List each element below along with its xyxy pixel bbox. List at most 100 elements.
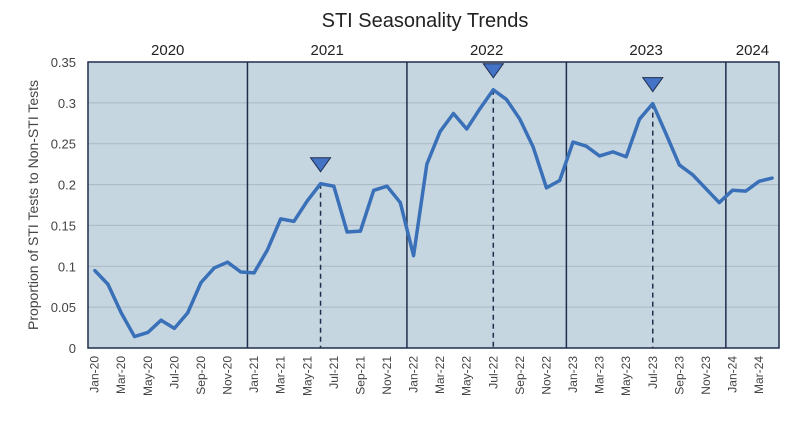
- x-tick-label: Sep-22: [513, 356, 527, 395]
- peak-marker-icon: [641, 77, 664, 93]
- x-tick-label: Jan-22: [407, 356, 421, 393]
- data-point: [704, 187, 708, 191]
- x-tick-label: Jan-23: [566, 356, 580, 393]
- data-point: [558, 178, 562, 182]
- x-tick-label: May-23: [619, 356, 633, 396]
- data-point: [451, 111, 455, 115]
- x-tick-label: Sep-20: [194, 356, 208, 395]
- x-tick-label: Nov-20: [221, 356, 235, 395]
- x-tick-label: Mar-24: [752, 356, 766, 394]
- year-label: 2024: [736, 42, 769, 59]
- data-point: [345, 230, 349, 234]
- data-point: [425, 162, 429, 166]
- x-tick-label: Jul-23: [646, 356, 660, 389]
- data-point: [186, 311, 190, 315]
- peak-marker-icon: [482, 63, 505, 79]
- plot-border: [87, 61, 780, 349]
- x-tick-label: Mar-20: [114, 356, 128, 394]
- data-point: [119, 311, 123, 315]
- x-tick-label: Sep-21: [353, 356, 367, 395]
- data-point: [199, 281, 203, 285]
- data-point: [106, 282, 110, 286]
- y-tick-label: 0.35: [51, 55, 76, 70]
- data-point: [172, 326, 176, 330]
- y-tick-label: 0.15: [51, 218, 76, 233]
- y-tick-label: 0.1: [58, 259, 76, 274]
- data-point: [478, 107, 482, 111]
- data-point: [319, 182, 323, 186]
- data-point: [239, 270, 243, 274]
- chart-title: STI Seasonality Trends: [322, 10, 529, 32]
- plot-background: [88, 62, 779, 348]
- y-tick-label: 0.3: [58, 96, 76, 111]
- data-point: [717, 201, 721, 205]
- data-point: [611, 150, 615, 154]
- data-point: [385, 184, 389, 188]
- data-point: [372, 188, 376, 192]
- data-point: [744, 189, 748, 193]
- data-point: [544, 186, 548, 190]
- data-point: [465, 127, 469, 131]
- data-point: [757, 179, 761, 183]
- data-point: [265, 248, 269, 252]
- data-point: [133, 335, 137, 339]
- data-point: [292, 219, 296, 223]
- data-point: [212, 266, 216, 270]
- data-point: [305, 199, 309, 203]
- data-point: [505, 98, 509, 102]
- data-point: [398, 201, 402, 205]
- data-point: [770, 176, 774, 180]
- x-tick-label: Jul-20: [167, 356, 181, 389]
- year-label: 2022: [470, 42, 503, 59]
- x-tick-label: Nov-22: [539, 356, 553, 395]
- data-point: [730, 188, 734, 192]
- x-tick-label: Sep-23: [672, 356, 686, 395]
- x-tick-label: Jul-22: [486, 356, 500, 389]
- x-tick-label: Jan-21: [247, 356, 261, 393]
- data-point: [279, 217, 283, 221]
- x-tick-label: Mar-21: [274, 356, 288, 394]
- x-tick-label: Mar-22: [433, 356, 447, 394]
- data-point: [664, 132, 668, 136]
- x-tick-label: Jul-21: [327, 356, 341, 389]
- y-axis-label: Proportion of STI Tests to Non-STI Tests: [25, 80, 41, 330]
- x-tick-label: Nov-21: [380, 356, 394, 395]
- x-tick-label: May-21: [300, 356, 314, 396]
- data-point: [518, 117, 522, 121]
- data-point: [677, 163, 681, 167]
- data-point: [624, 155, 628, 159]
- data-point: [651, 102, 655, 106]
- data-point: [146, 330, 150, 334]
- data-point: [412, 254, 416, 258]
- x-tick-label: Mar-23: [593, 356, 607, 394]
- x-tick-label: May-22: [460, 356, 474, 396]
- data-point: [358, 229, 362, 233]
- y-tick-label: 0.05: [51, 300, 76, 315]
- series-line: [93, 88, 773, 339]
- data-point: [598, 154, 602, 158]
- data-point: [637, 117, 641, 121]
- x-tick-label: Jan-20: [88, 356, 102, 393]
- y-tick-label: 0.2: [58, 178, 76, 193]
- x-tick-label: Jan-24: [725, 356, 739, 393]
- year-label: 2020: [151, 42, 184, 59]
- data-point: [226, 260, 230, 264]
- x-tick-label: Nov-23: [699, 356, 713, 395]
- x-tick-label: May-20: [141, 356, 155, 396]
- y-tick-label: 0.25: [51, 137, 76, 152]
- year-label: 2021: [311, 42, 344, 59]
- y-tick-label: 0: [69, 341, 76, 356]
- data-point: [491, 88, 495, 92]
- data-point: [438, 129, 442, 133]
- data-point: [571, 140, 575, 144]
- peak-marker-icon: [309, 157, 332, 173]
- data-point: [252, 271, 256, 275]
- data-point: [159, 318, 163, 322]
- data-point: [691, 173, 695, 177]
- year-label: 2023: [629, 42, 662, 59]
- data-point: [332, 184, 336, 188]
- data-point: [584, 144, 588, 148]
- data-point: [93, 268, 97, 272]
- data-point: [531, 145, 535, 149]
